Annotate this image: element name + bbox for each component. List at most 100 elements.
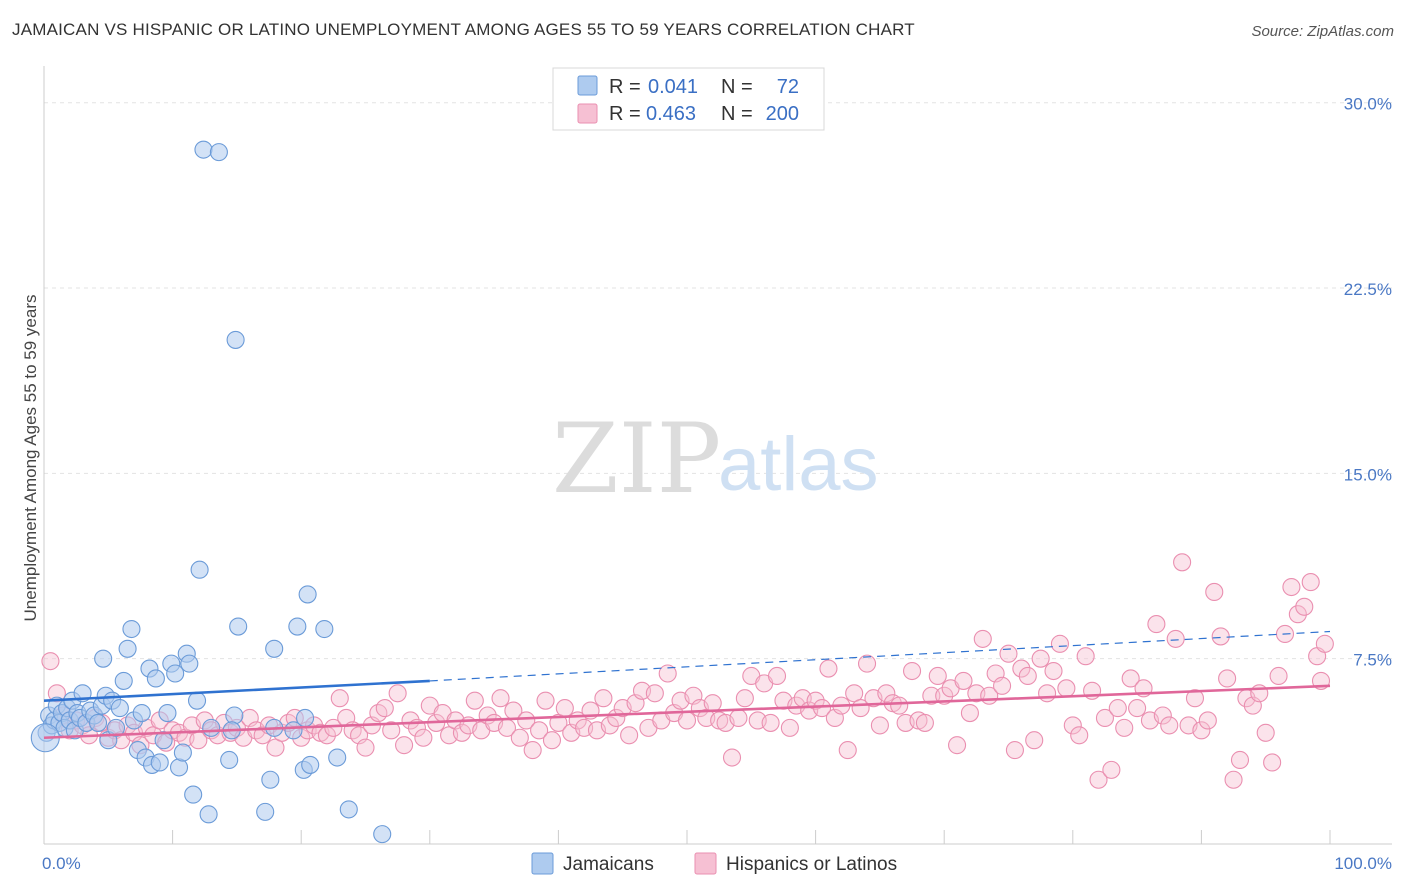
jamaican-point [339,800,358,819]
jamaican-point [315,619,334,639]
hispanic-point [1076,647,1095,666]
hispanic-point [1095,708,1114,728]
hispanic-point [452,723,472,742]
trend-lines [43,630,1331,740]
hispanic-point [600,716,619,735]
hispanic-point [594,689,613,708]
hispanic-point [973,629,992,648]
hispanic-point [555,699,574,718]
hispanic-point [1102,760,1121,779]
hispanic-point [523,741,542,760]
hispanic-point [1025,731,1044,750]
legend-n-value-2: 200 [766,103,799,125]
hispanic-point [491,689,510,708]
hispanic-point [465,691,484,710]
hispanic-point [1031,649,1050,668]
hispanic-point [870,716,889,735]
hispanic-point [1070,726,1089,745]
hispanic-point [877,684,896,703]
hispanic-point [1211,627,1230,646]
hispanic-point [517,711,536,730]
hispanic-point [1128,699,1147,718]
hispanic-point [999,644,1018,663]
jamaican-trend-extension [429,630,1331,682]
hispanic-point [703,694,722,713]
hispanic-point [1108,699,1127,718]
hispanic-point [1005,741,1024,760]
chart-title: JAMAICAN VS HISPANIC OR LATINO UNEMPLOYM… [12,20,915,39]
jamaican-point [373,825,392,844]
jamaican-point [284,721,303,740]
jamaican-point [146,669,165,688]
hispanic-point [806,691,825,710]
jamaican-point [180,654,199,673]
y-tick-label-2: 22.5% [1344,280,1392,299]
hispanic-point [928,666,947,686]
y-tick-label-3: 30.0% [1344,95,1392,114]
hispanic-point [324,718,343,737]
jamaican-point [301,755,320,774]
hispanic-point [1192,721,1211,740]
hispanic-point [1153,706,1172,725]
y-tick-labels: 7.5% 15.0% 22.5% 30.0% [1344,95,1392,670]
grid-lines [44,102,1392,660]
hispanic-point [1288,605,1307,624]
watermark-atlas: atlas [718,422,879,507]
hispanic-trend-line [43,684,1331,740]
jamaican-point [132,703,151,723]
hispanic-point [1121,669,1140,688]
hispanic-point [1063,716,1082,735]
hispanic-point [954,671,973,690]
hispanic-point [767,666,787,686]
hispanic-point [1173,553,1192,572]
jamaican-point [202,718,221,737]
hispanic-point [1044,661,1063,681]
hispanic-point [1256,723,1275,742]
bottom-legend-swatch-jamaicans [531,852,554,875]
jamaican-point [122,619,141,639]
hispanic-point [1057,679,1076,698]
hispanic-point [375,699,394,718]
hispanic-point [330,689,349,708]
hispanic-point [1038,684,1057,703]
legend-r-value-1: 0.041 [648,76,698,98]
hispanic-point [1224,770,1243,789]
jamaican-point [150,753,169,772]
jamaican-point [220,750,239,770]
jamaican-point [296,708,315,728]
hispanic-point [395,736,414,755]
hispanic-point [812,699,832,718]
hispanic-point [414,728,433,747]
jamaican-point [184,785,203,804]
hispanic-point [1263,753,1282,772]
hispanic-point [510,728,529,747]
legend-r-label-1: R = [609,76,641,98]
jamaican-point [199,805,218,824]
jamaican-point [114,671,133,690]
hispanic-point [530,721,549,740]
hispanic-point [645,684,664,703]
hispanic-point [1185,689,1205,708]
jamaican-point [187,691,207,710]
hispanic-point [41,652,60,671]
hispanic-point [948,736,967,755]
hispanic-point [388,684,407,703]
hispanic-point [902,661,922,681]
hispanic-point [890,696,909,715]
jamaican-point [328,748,347,767]
x-tick-label-1: 100.0% [1334,854,1392,873]
hispanic-point [1282,577,1301,597]
x-tick-label-0: 0.0% [42,854,81,873]
y-tick-label-0: 7.5% [1353,651,1392,670]
jamaican-point [88,713,108,732]
y-axis-label: Unemployment Among Ages 55 to 59 years [21,295,40,622]
hispanic-point [620,726,639,745]
jamaican-point [229,617,248,636]
hispanic-point [658,664,677,683]
jamaican-point [190,560,209,579]
hispanic-point [761,713,780,732]
hispanic-point [922,686,941,705]
hispanic-point [1147,615,1166,634]
hispanic-point [729,708,748,728]
